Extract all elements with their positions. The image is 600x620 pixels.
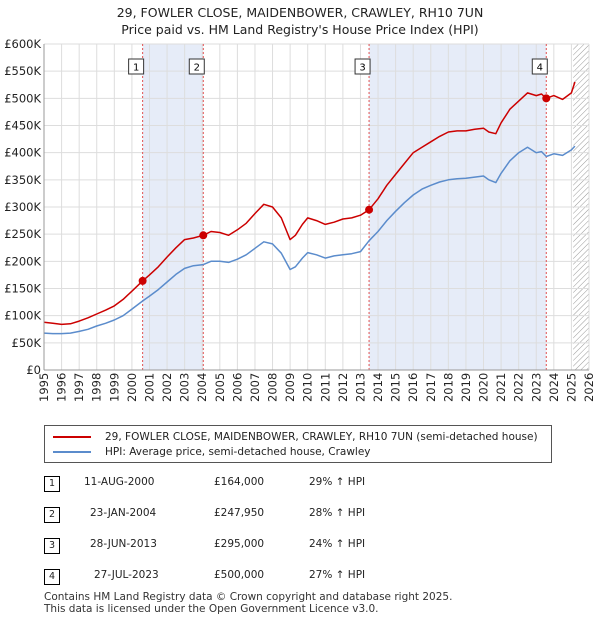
sale-marker-number: 1 <box>133 63 139 74</box>
sale-marker-label: 1 <box>128 58 145 75</box>
sale-price: £164,000 <box>214 476 265 488</box>
sale-date: 11-AUG-2000 <box>84 476 155 488</box>
y-tick-label: £0 <box>26 363 41 377</box>
sale-price: £247,950 <box>214 507 265 519</box>
sale-marker-number: 4 <box>537 63 543 74</box>
sale-point <box>138 276 147 285</box>
x-tick-label: 2017 <box>424 373 438 402</box>
sale-marker-label: 3 <box>354 58 371 75</box>
sale-point <box>365 205 374 214</box>
x-tick-label: 2011 <box>318 373 332 402</box>
y-tick-label: £100K <box>4 309 41 323</box>
footer-copyright: Contains HM Land Registry data © Crown c… <box>44 591 453 603</box>
chart-title: 29, FOWLER CLOSE, MAIDENBOWER, CRAWLEY, … <box>0 4 600 38</box>
x-tick-label: 2005 <box>213 373 227 402</box>
legend-item-property: 29, FOWLER CLOSE, MAIDENBOWER, CRAWLEY, … <box>53 430 538 444</box>
sale-number-badge: 4 <box>44 569 60 585</box>
sale-marker-box <box>188 58 205 75</box>
x-tick-label: 2008 <box>266 373 280 402</box>
chart-title-line2: Price paid vs. HM Land Registry's House … <box>121 22 479 37</box>
y-tick-label: £400K <box>4 146 41 160</box>
sale-row: 4 27-JUL-2023 £500,000 27% ↑ HPI <box>44 567 444 585</box>
sale-point <box>199 231 208 240</box>
footer-licence: This data is licensed under the Open Gov… <box>44 603 379 615</box>
y-tick-label: £150K <box>4 282 41 296</box>
x-tick-label: 2020 <box>477 373 491 402</box>
sale-marker-box <box>128 58 145 75</box>
x-tick-label: 1997 <box>72 373 86 402</box>
x-tick-label: 2016 <box>406 373 420 402</box>
x-tick-label: 2021 <box>494 373 508 402</box>
y-tick-label: £450K <box>4 119 41 133</box>
legend-item-hpi: HPI: Average price, semi-detached house,… <box>53 445 371 459</box>
x-tick-label: 1999 <box>107 373 121 402</box>
y-tick-label: £300K <box>4 200 41 214</box>
x-tick-label: 2022 <box>512 373 526 402</box>
x-tick-label: 2000 <box>125 373 139 402</box>
sale-hpi-diff: 27% ↑ HPI <box>309 569 366 581</box>
x-tick-label: 1995 <box>37 373 51 402</box>
sale-row: 3 28-JUN-2013 £295,000 24% ↑ HPI <box>44 536 444 554</box>
sale-row: 1 11-AUG-2000 £164,000 29% ↑ HPI <box>44 474 444 492</box>
sale-number-badge: 3 <box>44 538 60 554</box>
x-tick-label: 2018 <box>441 373 455 402</box>
y-tick-label: £550K <box>4 64 41 78</box>
sale-price: £295,000 <box>214 538 265 550</box>
x-tick-label: 2002 <box>160 373 174 402</box>
x-tick-label: 1998 <box>90 373 104 402</box>
x-tick-label: 2012 <box>336 373 350 402</box>
x-tick-label: 1996 <box>55 373 69 402</box>
x-tick-label: 2001 <box>142 373 156 402</box>
sale-marker-box <box>354 58 371 75</box>
sale-date: 23-JAN-2004 <box>90 507 157 519</box>
x-tick-label: 2006 <box>230 373 244 402</box>
x-tick-label: 2010 <box>301 373 315 402</box>
sale-number-badge: 2 <box>44 507 60 523</box>
legend-swatch-property <box>53 436 91 438</box>
sale-price: £500,000 <box>214 569 265 581</box>
sale-marker-number: 3 <box>359 63 365 74</box>
chart-title-line1: 29, FOWLER CLOSE, MAIDENBOWER, CRAWLEY, … <box>116 5 484 20</box>
hpi-line <box>43 145 576 335</box>
price-chart: 1 2 3 4 £0 £50K £100K £150K £200K £250K £300K £350… <box>4 37 596 402</box>
x-tick-label: 2015 <box>389 373 403 402</box>
sale-marker-box <box>531 58 548 75</box>
x-tick-label: 2023 <box>529 373 543 402</box>
x-tick-label: 2004 <box>195 373 209 402</box>
legend-swatch-hpi <box>53 451 91 453</box>
sale-marker-label: 2 <box>188 58 205 75</box>
x-tick-label: 2003 <box>178 373 192 402</box>
sale-hpi-diff: 28% ↑ HPI <box>309 507 366 519</box>
y-tick-label: £200K <box>4 254 41 268</box>
x-tick-label: 2025 <box>564 373 578 402</box>
sale-marker-label: 4 <box>531 58 548 75</box>
footer: Contains HM Land Registry data © Crown c… <box>44 591 452 615</box>
x-tick-label: 2026 <box>582 373 596 402</box>
x-tick-label: 2014 <box>371 373 385 402</box>
sale-marker-number: 2 <box>194 63 200 74</box>
sale-row: 2 23-JAN-2004 £247,950 28% ↑ HPI <box>44 505 444 523</box>
y-tick-label: £350K <box>4 173 41 187</box>
sale-date: 27-JUL-2023 <box>94 569 159 581</box>
sale-hpi-diff: 24% ↑ HPI <box>309 538 366 550</box>
sale-point <box>542 94 551 103</box>
x-tick-label: 2024 <box>547 373 561 402</box>
x-tick-label: 2009 <box>283 373 297 402</box>
y-tick-label: £50K <box>12 336 42 350</box>
sale-number-badge: 1 <box>44 476 60 492</box>
sale-hpi-diff: 29% ↑ HPI <box>309 476 366 488</box>
x-tick-label: 2019 <box>459 373 473 402</box>
legend-label-hpi: HPI: Average price, semi-detached house,… <box>105 446 371 458</box>
legend-label-property: 29, FOWLER CLOSE, MAIDENBOWER, CRAWLEY, … <box>105 431 538 443</box>
y-tick-label: £600K <box>4 37 41 51</box>
property-price-line <box>43 81 576 326</box>
sale-date: 28-JUN-2013 <box>90 538 157 550</box>
legend: 29, FOWLER CLOSE, MAIDENBOWER, CRAWLEY, … <box>44 425 552 463</box>
x-tick-label: 2007 <box>248 373 262 402</box>
y-tick-label: £250K <box>4 227 41 241</box>
x-tick-label: 2013 <box>353 373 367 402</box>
y-tick-label: £500K <box>4 91 41 105</box>
